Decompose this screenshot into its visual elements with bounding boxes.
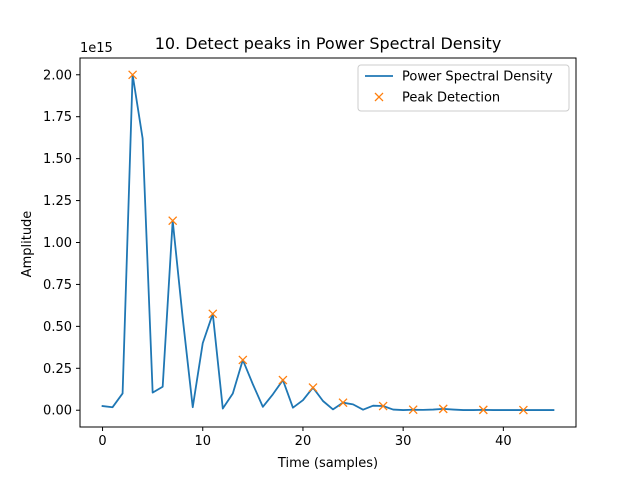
y-tick-label: 0.25 xyxy=(43,362,72,377)
legend-label: Peak Detection xyxy=(402,91,500,106)
peak-marker xyxy=(278,375,288,385)
x-tick-label: 10 xyxy=(194,434,211,449)
y-axis-label: Amplitude xyxy=(20,211,35,278)
peak-marker xyxy=(378,401,388,411)
x-tick-label: 0 xyxy=(98,434,106,449)
peak-marker xyxy=(168,216,178,226)
peak-marker xyxy=(478,405,488,415)
y-tick-label: 1.75 xyxy=(43,110,72,125)
y-tick-label: 1.50 xyxy=(43,152,72,167)
peak-marker xyxy=(408,405,418,415)
legend-marker-swatch xyxy=(374,92,384,102)
x-tick-label: 40 xyxy=(495,434,512,449)
y-tick-label: 1.25 xyxy=(43,194,72,209)
peak-marker xyxy=(518,405,528,415)
y-tick-label: 0.00 xyxy=(43,404,72,419)
chart-title: 10. Detect peaks in Power Spectral Densi… xyxy=(155,34,502,53)
legend-entry: Power Spectral Density xyxy=(365,70,553,85)
legend-label: Power Spectral Density xyxy=(402,70,553,85)
y-tick-label: 0.75 xyxy=(43,278,72,293)
x-axis-label: Time (samples) xyxy=(277,456,378,471)
plot-area xyxy=(101,70,555,415)
peak-marker xyxy=(438,404,448,414)
y-tick-label: 2.00 xyxy=(43,68,72,83)
y-tick-label: 0.50 xyxy=(43,320,72,335)
legend: Power Spectral Density Peak Detection xyxy=(357,64,570,112)
peak-marker xyxy=(238,355,248,365)
y-axis-offset-text: 1e15 xyxy=(80,41,113,56)
peak-marker xyxy=(338,398,348,408)
peak-marker xyxy=(308,383,318,393)
x-tick-label: 20 xyxy=(295,434,312,449)
peak-marker xyxy=(128,70,138,80)
axes: 0 10 20 30 40 0.00 0.25 0.50 0.75 1.00 1.25 1.50 1.7… xyxy=(43,57,577,449)
legend-entry: Peak Detection xyxy=(374,91,500,106)
peak-marker xyxy=(208,309,218,319)
x-tick-label: 30 xyxy=(395,434,412,449)
series-line-psd xyxy=(101,73,555,411)
y-tick-label: 1.00 xyxy=(43,236,72,251)
legend-box xyxy=(357,64,570,112)
